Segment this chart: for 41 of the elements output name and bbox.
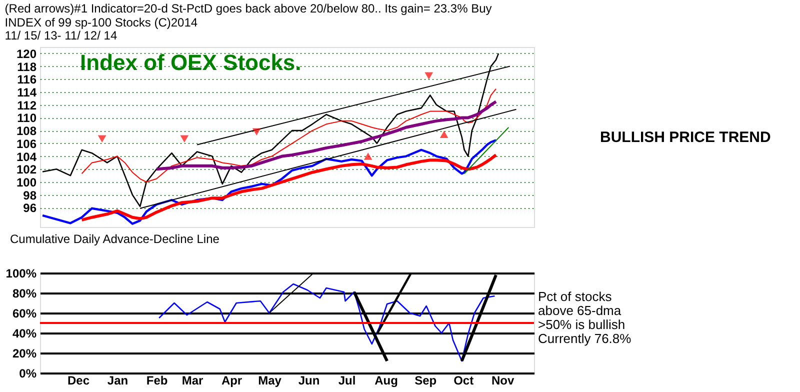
x-tick-label: Mar (182, 374, 204, 388)
y-tick-label: 20% (12, 346, 37, 360)
y-tick-label: 100% (6, 266, 37, 280)
x-tick-label: Jun (298, 374, 320, 388)
x-tick-label: Aug (374, 374, 398, 388)
text: above 65-dma (538, 303, 622, 318)
x-tick-label: Jan (107, 374, 128, 388)
x-tick-label: Jul (338, 374, 356, 388)
y-tick-label: 104 (16, 150, 37, 164)
y-tick-label: 114 (17, 86, 37, 100)
text: BULLISH PRICE TREND (600, 129, 772, 146)
y-tick-label: 110 (17, 111, 37, 126)
x-tick-label: Sep (414, 374, 437, 388)
text: INDEX of 99 sp-100 Stocks (C)2014 (4, 16, 198, 30)
annotation: Index of OEX Stocks. (80, 50, 302, 75)
y-tick-label: 112 (17, 98, 37, 112)
x-tick-label: May (258, 374, 282, 388)
y-tick-label: 0% (19, 366, 37, 380)
y-tick-label: 106 (16, 136, 37, 151)
x-tick-label: Dec (67, 374, 90, 388)
y-tick-label: 102 (16, 162, 37, 177)
text: (Red arrows)#1 Indicator=20-d St-PctD goes back above 20/below 80.. Its gain= 23.3% Buy (4, 2, 492, 16)
text: Cumulative Daily Advance-Decline Line (10, 232, 220, 246)
y-tick-label: 116 (17, 72, 37, 87)
y-tick-label: 80% (12, 286, 37, 300)
chart-subtitle: 11/ 15/ 13- 11/ 12/ 14 (4, 28, 118, 42)
y-tick-label: 108 (16, 124, 37, 138)
x-tick-label: Oct (454, 374, 474, 388)
y-tick-label: 40% (12, 326, 37, 340)
x-tick-label: Apr (221, 374, 242, 388)
x-tick-label: Feb (146, 374, 168, 388)
y-tick-label: 96 (23, 201, 37, 216)
text: Pct of stocks (538, 289, 612, 304)
y-tick-label: 120 (16, 46, 37, 61)
text: Currently 76.8% (538, 331, 632, 346)
x-tick-label: Nov (491, 374, 514, 388)
y-tick-label: 98 (23, 188, 37, 202)
y-tick-label: 60% (12, 306, 37, 320)
y-tick-label: 100 (16, 176, 37, 190)
text: >50% is bullish (538, 317, 626, 332)
y-tick-label: 118 (17, 60, 37, 74)
